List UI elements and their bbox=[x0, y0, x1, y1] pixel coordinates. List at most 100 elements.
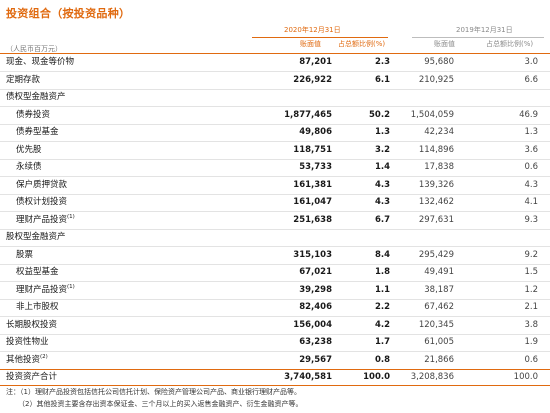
row-divider bbox=[0, 106, 550, 107]
cell-pct-prior: 9.3 bbox=[524, 214, 538, 225]
table-row: 优先股 118,751 3.2 114,896 3.6 bbox=[0, 143, 550, 158]
cell-book-value-prior: 120,345 bbox=[418, 319, 454, 330]
row-label: 股票 bbox=[16, 248, 33, 263]
row-label-text: 债权计划投资 bbox=[16, 197, 68, 207]
cell-book-value-prior: 17,838 bbox=[424, 162, 454, 172]
table-row: 债权计划投资 161,047 4.3 132,462 4.1 bbox=[0, 195, 550, 210]
cell-book-value: 118,751 bbox=[293, 144, 332, 155]
row-divider bbox=[0, 193, 550, 195]
row-divider bbox=[0, 246, 550, 247]
header-period-current: 2020年12月31日 bbox=[284, 26, 341, 34]
row-label: 投资性物业 bbox=[6, 335, 49, 350]
total-top-rule bbox=[0, 369, 550, 370]
cell-book-value-prior: 42,234 bbox=[424, 127, 454, 137]
header-rule-current bbox=[252, 37, 388, 38]
cell-pct-prior: 2.1 bbox=[524, 302, 538, 312]
cell-pct-prior: 3.6 bbox=[524, 144, 538, 155]
row-label: 权益型基金 bbox=[16, 265, 59, 280]
cell-pct-current: 1.8 bbox=[374, 267, 390, 277]
cell-pct-current: 2.3 bbox=[374, 57, 390, 67]
cell-pct-current: 4.2 bbox=[374, 319, 390, 330]
total-row: 投资资产合计 3,740,581 100.0 3,208,836 100.0 bbox=[0, 370, 550, 385]
cell-pct-prior: 3.8 bbox=[524, 319, 538, 330]
row-divider bbox=[0, 176, 550, 177]
cell-book-value: 156,004 bbox=[293, 319, 332, 330]
cell-book-value: 39,298 bbox=[299, 284, 332, 295]
row-label: 债权计划投资 bbox=[16, 195, 67, 210]
row-label: 理财产品投资(1) bbox=[16, 213, 75, 228]
row-label: 优先股 bbox=[16, 143, 42, 158]
cell-pct-current: 4.3 bbox=[374, 179, 390, 190]
table-row: 理财产品投资(1) 39,298 1.1 38,187 1.2 bbox=[0, 283, 550, 298]
cell-pct-current: 50.2 bbox=[369, 109, 390, 120]
footnote-2: （2）其他投资主要含存出资本保证金、三个月以上的买入返售金融资产、衍生金融资产等… bbox=[18, 400, 303, 408]
cell-book-value-prior: 49,491 bbox=[424, 267, 454, 277]
total-book-value: 3,740,581 bbox=[284, 372, 332, 382]
cell-book-value-prior: 114,896 bbox=[418, 144, 454, 155]
header-bottom-rule bbox=[0, 53, 550, 54]
cell-book-value-prior: 210,925 bbox=[418, 74, 454, 85]
cell-pct-current: 8.4 bbox=[374, 249, 390, 260]
row-label: 债权型金融资产 bbox=[6, 90, 66, 105]
cell-pct-current: 3.2 bbox=[374, 144, 390, 155]
row-divider bbox=[0, 141, 550, 142]
row-label-text: 股权型金融资产 bbox=[6, 232, 66, 242]
cell-book-value-prior: 297,631 bbox=[418, 214, 454, 225]
header-pct-current: 占总额比例(%) bbox=[338, 40, 386, 48]
row-label-text: 投资性物业 bbox=[6, 337, 49, 347]
row-divider bbox=[0, 71, 550, 72]
table-row: 永续债 53,733 1.4 17,838 0.6 bbox=[0, 160, 550, 175]
cell-book-value: 251,638 bbox=[293, 214, 332, 225]
table-row: 权益型基金 67,021 1.8 49,491 1.5 bbox=[0, 265, 550, 280]
row-label-text: 非上市股权 bbox=[16, 302, 59, 312]
row-divider bbox=[0, 333, 550, 335]
row-label-text: 股票 bbox=[16, 249, 34, 260]
footnote-marker: (1) bbox=[67, 213, 75, 220]
cell-book-value: 161,381 bbox=[293, 179, 332, 190]
row-label-text: 长期股权投资 bbox=[6, 319, 58, 330]
header-book-value-prior: 账面值 bbox=[434, 40, 455, 48]
cell-pct-current: 1.1 bbox=[374, 284, 390, 295]
row-label: 股权型金融资产 bbox=[6, 230, 66, 245]
total-bottom-rule bbox=[0, 385, 550, 386]
page-title: 投资组合（按投资品种） bbox=[6, 7, 131, 20]
cell-pct-current: 1.4 bbox=[374, 162, 390, 172]
cell-book-value: 63,238 bbox=[299, 337, 332, 347]
table-row: 债券型基金 49,806 1.3 42,234 1.3 bbox=[0, 125, 550, 140]
table-row: 债权型金融资产 bbox=[0, 90, 550, 105]
cell-pct-current: 4.3 bbox=[374, 197, 390, 207]
cell-pct-prior: 0.6 bbox=[524, 354, 538, 365]
cell-pct-current: 1.7 bbox=[374, 337, 390, 347]
cell-pct-prior: 0.6 bbox=[524, 162, 538, 172]
footnote-marker: (1) bbox=[67, 283, 75, 290]
header-pct-prior: 占总额比例(%) bbox=[486, 40, 534, 48]
row-divider bbox=[0, 228, 550, 230]
row-label: 定期存款 bbox=[6, 73, 40, 88]
row-label-text: 理财产品投资 bbox=[16, 284, 68, 295]
cell-book-value: 29,567 bbox=[299, 354, 332, 365]
header-period-prior: 2019年12月31日 bbox=[456, 26, 513, 34]
cell-pct-current: 1.3 bbox=[374, 127, 390, 137]
row-label: 非上市股权 bbox=[16, 300, 59, 315]
cell-pct-prior: 1.5 bbox=[524, 267, 538, 277]
cell-book-value: 53,733 bbox=[299, 162, 332, 172]
cell-book-value-prior: 139,326 bbox=[418, 179, 454, 190]
table-row: 非上市股权 82,406 2.2 67,462 2.1 bbox=[0, 300, 550, 315]
total-pct-current: 100.0 bbox=[363, 372, 390, 382]
cell-book-value: 67,021 bbox=[299, 267, 332, 277]
cell-pct-prior: 4.3 bbox=[524, 179, 538, 190]
row-label: 永续债 bbox=[16, 160, 42, 175]
cell-book-value-prior: 295,429 bbox=[418, 249, 454, 260]
cell-pct-current: 0.8 bbox=[374, 354, 390, 365]
cell-book-value: 161,047 bbox=[293, 197, 332, 207]
total-book-value-prior: 3,208,836 bbox=[410, 372, 454, 382]
unit-label: （人民币百万元） bbox=[6, 45, 62, 53]
footnote-marker: (2) bbox=[40, 353, 48, 360]
row-label: 理财产品投资(1) bbox=[16, 283, 75, 298]
row-divider bbox=[0, 281, 550, 282]
cell-book-value-prior: 67,462 bbox=[424, 302, 454, 312]
row-divider bbox=[0, 298, 550, 300]
row-label-text: 优先股 bbox=[16, 144, 42, 155]
row-label: 债券投资 bbox=[16, 108, 50, 123]
cell-book-value-prior: 38,187 bbox=[424, 284, 454, 295]
